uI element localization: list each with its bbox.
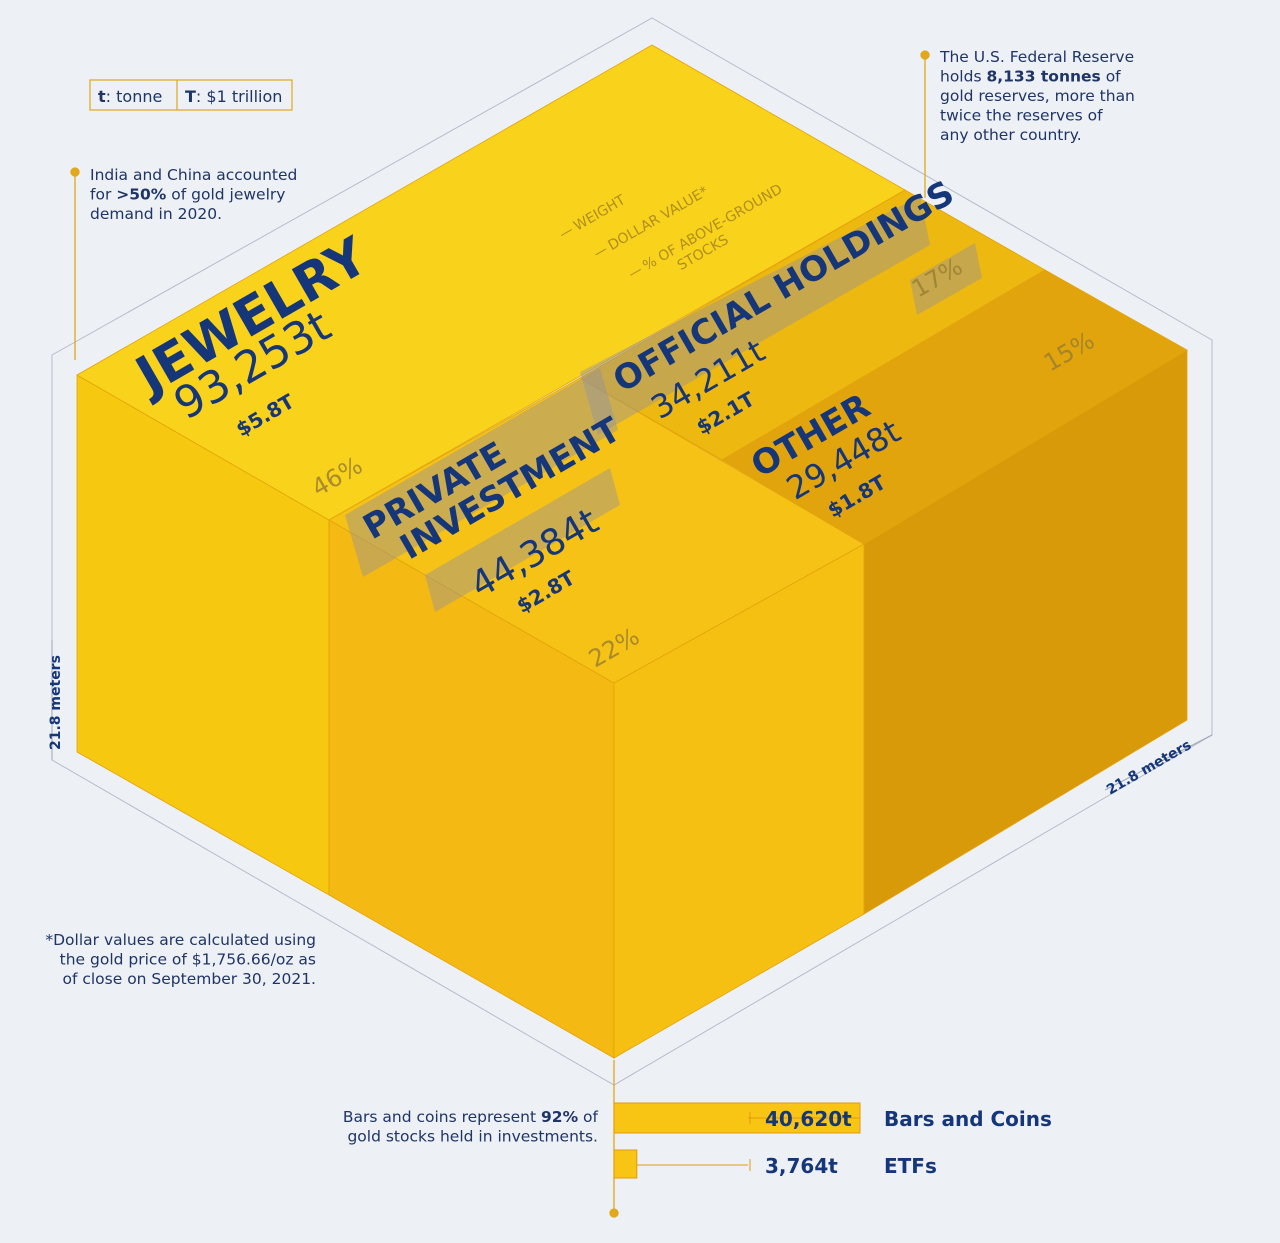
- note-line: any other country.: [940, 126, 1082, 144]
- note-text: gold reserves, more than: [940, 87, 1135, 105]
- note-text: Bars and coins represent: [343, 1108, 541, 1126]
- note-line: gold stocks held in investments.: [347, 1128, 598, 1146]
- note-line: gold reserves, more than: [940, 87, 1135, 105]
- bar-value: 3,764t: [765, 1154, 838, 1178]
- legend-meaning: : $1 trillion: [196, 87, 282, 106]
- bar: [613, 1149, 638, 1179]
- note-text: any other country.: [940, 126, 1082, 144]
- note-bold: 92%: [541, 1108, 579, 1126]
- note-line: for >50% of gold jewelry: [90, 186, 285, 204]
- note-text: the gold price of $1,756.66/oz as: [60, 951, 316, 969]
- note-text: gold stocks held in investments.: [347, 1128, 598, 1146]
- note-bold: 8,133 tonnes: [986, 68, 1100, 86]
- bar: [613, 1102, 861, 1134]
- key-dash: [630, 268, 642, 276]
- note-bold: >50%: [116, 186, 167, 204]
- height-label: 21.8 meters: [48, 655, 64, 750]
- bar-label: ETFs: [884, 1154, 937, 1178]
- legend-entry: t: tonne T: $1 trillion: [98, 87, 282, 106]
- note-text: for: [90, 186, 116, 204]
- note-text: holds: [940, 68, 986, 86]
- note-text: demand in 2020.: [90, 205, 222, 223]
- key-dash: [595, 248, 607, 256]
- note-line: demand in 2020.: [90, 205, 222, 223]
- note-line: Bars and coins represent 92% of: [343, 1108, 599, 1126]
- note-text: of gold jewelry: [166, 186, 285, 204]
- highlights: [345, 196, 982, 612]
- legend-meaning: : tonne: [106, 87, 163, 106]
- note-line: of close on September 30, 2021.: [62, 970, 316, 988]
- legend-box: [89, 79, 293, 111]
- key-dash: [561, 229, 572, 236]
- note-line: The U.S. Federal Reserve: [939, 48, 1134, 66]
- note-line: *Dollar values are calculated using: [45, 931, 316, 949]
- note-line: holds 8,133 tonnes of: [940, 68, 1121, 86]
- note-text: of close on September 30, 2021.: [62, 970, 316, 988]
- leader-lines: [70, 50, 930, 1218]
- note-line: India and China accounted: [90, 166, 297, 184]
- legend-symbol: T: [185, 87, 196, 106]
- note-text: of: [578, 1108, 598, 1126]
- note-line: twice the reserves of: [940, 107, 1103, 125]
- bar-label: Bars and Coins: [884, 1107, 1052, 1131]
- bar-value: 40,620t: [765, 1107, 852, 1131]
- dimension-lines: [51, 640, 1213, 791]
- note-text: *Dollar values are calculated using: [45, 931, 316, 949]
- note-text: of: [1101, 68, 1121, 86]
- note-text: The U.S. Federal Reserve: [939, 48, 1134, 66]
- other-top: [721, 269, 1188, 545]
- note-text: twice the reserves of: [940, 107, 1103, 125]
- cube: [76, 44, 1188, 1059]
- note-line: the gold price of $1,756.66/oz as: [60, 951, 316, 969]
- note-text: India and China accounted: [90, 166, 297, 184]
- legend-symbol: t: [98, 87, 106, 106]
